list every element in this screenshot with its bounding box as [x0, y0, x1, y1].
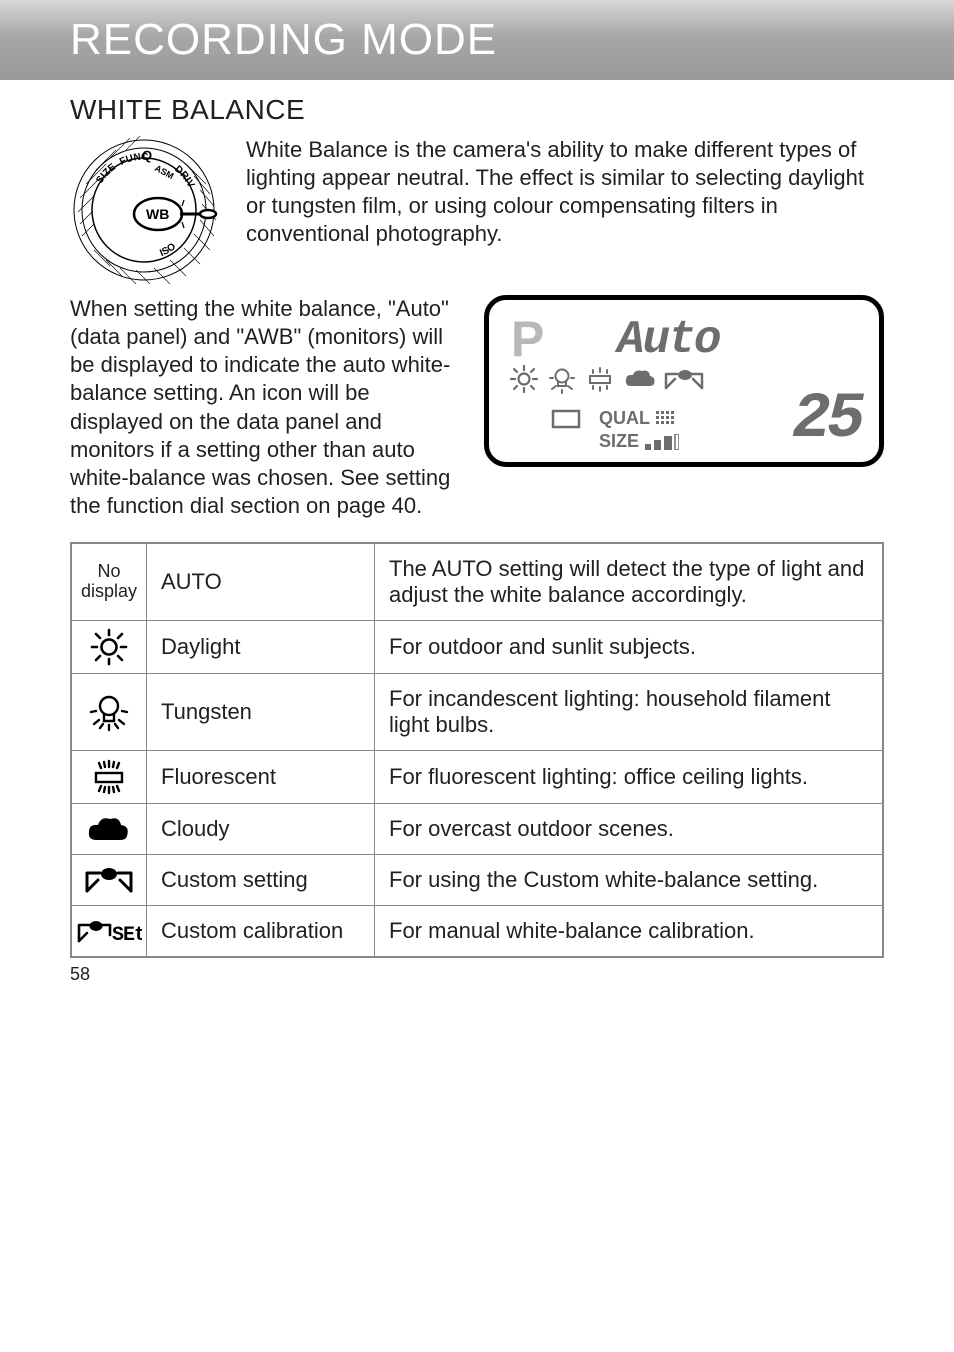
wb-name: Tungsten [147, 674, 375, 751]
lcd-auto-label: Auto [617, 314, 719, 366]
lcd-size-row: SIZE [599, 431, 679, 452]
dial-icon: SIZE FUNC Q ASM DRIVE ISO [70, 136, 218, 284]
cloudy-icon [85, 812, 133, 846]
table-row: Tungsten For incandescent lighting: hous… [71, 674, 883, 751]
title-bar: RECORDING MODE [0, 0, 954, 80]
qual-dots-icon [656, 411, 678, 427]
table-row: No display AUTO The AUTO setting will de… [71, 543, 883, 621]
wb-desc: For manual white-balance calibration. [375, 906, 884, 958]
wb-icon-cell: SEt [71, 906, 147, 958]
svg-text:Q: Q [142, 148, 153, 164]
content-area: WHITE BALANCE [0, 80, 954, 985]
table-row: Cloudy For overcast outdoor scenes. [71, 804, 883, 855]
page-title: RECORDING MODE [70, 15, 497, 65]
wb-name: Custom setting [147, 855, 375, 906]
wb-desc: For fluorescent lighting: office ceiling… [375, 751, 884, 804]
lcd-qual-label: QUAL [599, 408, 650, 429]
fluorescent-icon [85, 757, 133, 797]
no-display-line2: display [76, 582, 142, 602]
lcd-auto-text: Auto [617, 314, 719, 366]
lcd-drive-single-icon [549, 405, 583, 436]
wb-desc: For using the Custom white-balance setti… [375, 855, 884, 906]
lcd-size-label: SIZE [599, 431, 639, 452]
wb-desc: For incandescent lighting: household fil… [375, 674, 884, 751]
section-heading: WHITE BALANCE [70, 94, 884, 126]
intro-paragraph: White Balance is the camera's ability to… [246, 136, 884, 289]
lcd-data-panel: P Auto [484, 295, 884, 467]
lcd-frame-count: 25 [792, 384, 861, 456]
lcd-qual-row: QUAL [599, 408, 679, 429]
wb-name: Cloudy [147, 804, 375, 855]
daylight-icon [507, 364, 541, 394]
wb-desc: The AUTO setting will detect the type of… [375, 543, 884, 621]
wb-desc: For overcast outdoor scenes. [375, 804, 884, 855]
fluorescent-icon [583, 364, 617, 394]
custom-setting-icon [82, 863, 136, 897]
wb-name: Fluorescent [147, 751, 375, 804]
table-row: SEt Custom calibration For manual white-… [71, 906, 883, 958]
svg-text:WB: WB [146, 206, 169, 222]
function-dial-illustration: SIZE FUNC Q ASM DRIVE ISO [70, 136, 218, 289]
lcd-mode-letter: P [511, 310, 544, 368]
wb-icon-cell-auto: No display [71, 543, 147, 621]
lcd-wb-icons [507, 364, 705, 394]
custom-setting-icon [663, 366, 705, 392]
wb-name: Daylight [147, 621, 375, 674]
wb-icon-cell [71, 751, 147, 804]
wb-desc: For outdoor and sunlit subjects. [375, 621, 884, 674]
white-balance-table: No display AUTO The AUTO setting will de… [70, 542, 884, 958]
no-display-line1: No [76, 562, 142, 582]
wb-icon-cell [71, 674, 147, 751]
wb-name: Custom calibration [147, 906, 375, 958]
table-row: Fluorescent For fluorescent lighting: of… [71, 751, 883, 804]
lcd-qual-size: QUAL SIZE [599, 408, 679, 452]
wb-name: AUTO [147, 543, 375, 621]
cloudy-icon [623, 366, 657, 392]
wb-icon-cell [71, 855, 147, 906]
svg-text:SEt: SEt [112, 924, 142, 947]
daylight-icon [87, 627, 131, 667]
tungsten-icon [547, 364, 577, 394]
wb-icon-cell [71, 621, 147, 674]
wb-icon-cell [71, 804, 147, 855]
table-row: Daylight For outdoor and sunlit subjects… [71, 621, 883, 674]
page-number: 58 [70, 964, 884, 985]
table-row: Custom setting For using the Custom whit… [71, 855, 883, 906]
second-paragraph: When setting the white balance, "Auto" (… [70, 295, 466, 520]
size-bars-icon [645, 434, 679, 450]
tungsten-icon [87, 690, 131, 734]
custom-calibration-icon: SEt [76, 915, 142, 947]
